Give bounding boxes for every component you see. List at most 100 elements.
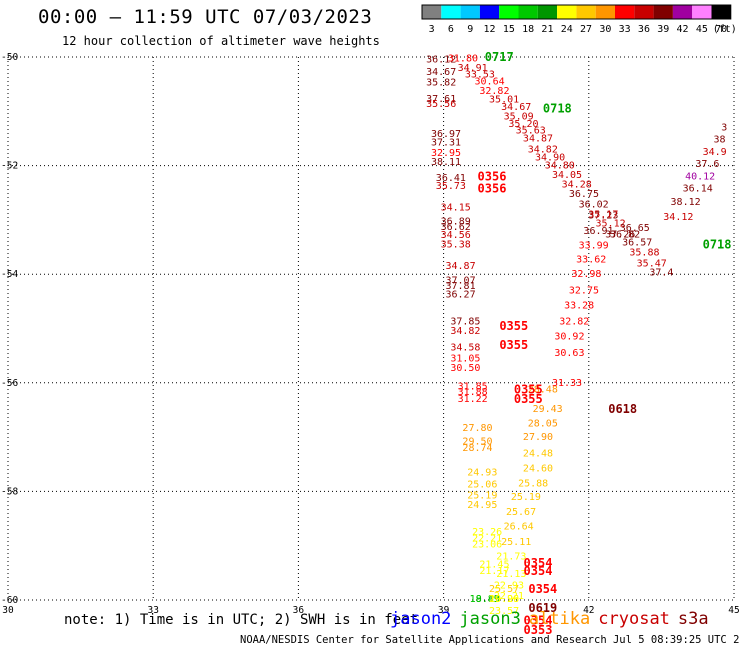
swh-value-label: 32.82 xyxy=(559,316,589,327)
page-title: 00:00 — 11:59 UTC 07/03/2023 xyxy=(38,6,373,28)
swh-value-label: 25.19 xyxy=(467,491,497,502)
pass-time-label: 0355 xyxy=(499,338,528,352)
y-tick-label: -52 xyxy=(1,161,18,172)
color-swatch-21 xyxy=(537,5,558,19)
y-tick-label: -50 xyxy=(1,52,18,63)
satellite-legend: jason2 jason3 altika cryosat s3a xyxy=(390,609,717,629)
swh-value-label: 25.11 xyxy=(501,537,531,548)
color-bin-label: 45 xyxy=(696,24,708,35)
swh-values: 36.1234.6735.8237.6135.5636.9737.3132.95… xyxy=(426,54,727,617)
track-east: 28.48 29.43 28.05 27.90 24.48 24.60 25.88 25.19… xyxy=(494,211,618,603)
x-tick-label: 30 xyxy=(2,605,14,616)
color-bin-label: 3 xyxy=(429,24,435,35)
swh-value-label: 3 xyxy=(721,123,727,134)
color-swatch-42 xyxy=(672,5,693,19)
swh-value-label: 28.48 xyxy=(528,384,558,395)
swh-value-label: 34.12 xyxy=(663,212,693,223)
swh-value-label: 21.45 xyxy=(479,560,509,571)
swh-value-label: 31.88 xyxy=(458,387,488,398)
color-swatch-18 xyxy=(518,5,538,19)
pass-time-label: 0354 xyxy=(524,614,553,628)
pass-time-label: 0619 xyxy=(528,601,557,615)
grid-lines xyxy=(7,56,735,601)
swh-value-label: 34.80 xyxy=(545,161,575,172)
swh-value-label: 34.58 xyxy=(450,343,480,354)
swh-value-label: 32.98 xyxy=(571,269,601,280)
pass-time-label: 0354 xyxy=(524,564,553,578)
swh-value-label: 37.85 xyxy=(450,316,480,327)
color-swatch-9 xyxy=(460,5,480,19)
swh-value-label: 36.27 xyxy=(445,289,475,300)
swh-value-label: 33.99 xyxy=(579,240,609,251)
swh-value-label: 25.19 xyxy=(511,492,541,503)
swh-value-label: 37.31 xyxy=(431,137,461,148)
swh-value-label: 21.13 xyxy=(496,569,526,580)
swh-value-label: 19.96 xyxy=(489,594,519,605)
swh-value-label: 27.90 xyxy=(523,432,553,443)
swh-value-label: 34.82 xyxy=(450,326,480,337)
swh-value-label: 37.81 xyxy=(445,281,475,292)
swh-value-label: 23.06 xyxy=(472,540,502,551)
swh-value-label: 21.17 xyxy=(479,566,509,577)
pass-time-label: 0355 xyxy=(514,392,543,406)
swh-value-label: 20.29 xyxy=(489,594,519,605)
color-bin-label: 36 xyxy=(638,24,650,35)
swh-value-label: 35.12 xyxy=(596,219,626,230)
swh-value-label: 34.82 xyxy=(528,144,558,155)
swh-value-label: 32.95 xyxy=(431,148,461,159)
x-tick-label: 33 xyxy=(147,605,158,616)
swh-value-label: 24.60 xyxy=(523,464,553,475)
y-tick-label: -60 xyxy=(1,595,18,606)
swh-value-label: 23.57 xyxy=(489,606,519,617)
pass-time-label: 0354 xyxy=(524,556,553,570)
color-bin-label: 12 xyxy=(484,24,496,35)
swh-value-label: 36.12 xyxy=(426,55,456,66)
color-bin-label: 15 xyxy=(503,24,515,35)
swh-value-label: 29.50 xyxy=(462,436,492,447)
swh-value-label: 34.56 xyxy=(441,230,471,241)
swh-value-label: 35.01 xyxy=(489,94,519,105)
swh-value-label: 26.64 xyxy=(504,522,534,533)
swh-value-label: 32.82 xyxy=(479,86,509,97)
color-swatch-12 xyxy=(479,5,500,19)
swh-value-label: 40.12 xyxy=(685,171,715,182)
swh-value-label: 33.53 xyxy=(465,69,495,80)
y-tick-label: -54 xyxy=(1,269,18,280)
pass-time-label: 0718 xyxy=(543,102,572,116)
swh-value-label: 22.93 xyxy=(494,580,524,591)
pass-time-label: 0618 xyxy=(608,402,637,416)
color-bin-label: 27 xyxy=(580,24,592,35)
color-swatch-30 xyxy=(595,5,615,19)
swh-value-label: 36.97 xyxy=(431,129,461,140)
swh-value-label: 21.73 xyxy=(496,552,526,563)
color-swatch-36 xyxy=(634,5,654,19)
x-tick-label: 45 xyxy=(728,605,739,616)
color-swatch-45 xyxy=(692,5,712,19)
y-tick-label: -56 xyxy=(1,378,18,389)
color-swatch-6 xyxy=(441,5,461,19)
swh-value-label: 36.89 xyxy=(441,217,471,228)
swh-value-label: 36.75 xyxy=(569,189,599,200)
swh-value-label: 35.38 xyxy=(441,239,471,250)
pass-time-label: 0356 xyxy=(478,181,507,195)
swh-value-label: 38.11 xyxy=(431,157,461,168)
color-swatch-24 xyxy=(557,5,577,19)
swh-value-label: 36.57 xyxy=(622,238,652,249)
swh-value-label: 34.67 xyxy=(501,102,531,113)
swh-value-label: 25.88 xyxy=(518,478,548,489)
swh-value-label: 25.67 xyxy=(506,507,536,518)
swh-value-label: 37.4 xyxy=(649,268,673,279)
time-labels: 0717071807180356035603550355035503550618… xyxy=(478,50,732,637)
pass-time-label: 0355 xyxy=(514,382,543,396)
swh-value-label: 33.28 xyxy=(564,301,594,312)
swh-value-label: 35.47 xyxy=(637,258,667,269)
color-bin-label: 42 xyxy=(677,24,689,35)
pass-time-label: 0353 xyxy=(524,623,553,637)
color-bin-label: 70 xyxy=(715,24,727,35)
swh-value-label: 19.43 xyxy=(470,594,500,605)
swh-value-label: 38 xyxy=(713,135,725,146)
swh-value-label: 31.05 xyxy=(450,353,480,364)
swh-value-label: 36.82 xyxy=(610,230,640,241)
track-northeast: 31.8034.9133.5330.6432.8235.0134.6735.09… xyxy=(448,54,674,279)
